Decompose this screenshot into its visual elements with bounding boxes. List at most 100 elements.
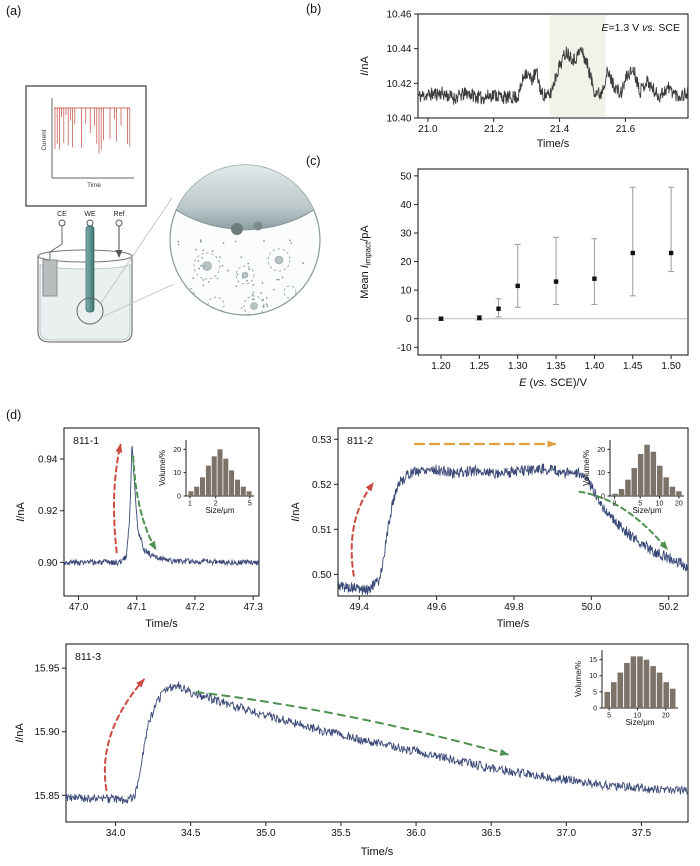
hist-bar xyxy=(194,486,200,496)
y-axis-label: Mean Iimpact/pA xyxy=(359,225,373,299)
plot-frame xyxy=(63,427,260,597)
x-tick-label: 10 xyxy=(656,501,664,508)
panel-label-b: (b) xyxy=(306,2,322,16)
trend-arrow xyxy=(132,455,157,551)
x-tick-label: 34.0 xyxy=(106,828,126,839)
x-tick-label: 47.0 xyxy=(69,602,89,613)
highlight-band xyxy=(549,15,606,117)
y-tick-label: 0.53 xyxy=(312,435,332,446)
x-tick-label: 1 xyxy=(188,501,192,508)
y-tick-label: 15.95 xyxy=(34,664,59,675)
droplet xyxy=(241,271,249,279)
x-tick-label: 49.8 xyxy=(504,602,524,613)
x-tick-label: 47.2 xyxy=(185,602,205,613)
x-tick-label: 10 xyxy=(634,713,642,720)
counter-electrode xyxy=(42,259,58,297)
panel-d-subplot-811-1: 47.0 47.1 47.2 47.3 0.90 0.92 0.94 Time/s I/nA 81… xyxy=(14,416,266,634)
y-tick-label: 10 xyxy=(400,286,412,297)
panel-c-mean-impact: 1.20 1.25 1.30 1.35 1.40 1.45 1.50 -10 0 10 20 30 40… xyxy=(352,155,698,403)
x-axis-label: Time/s xyxy=(361,846,394,858)
x-tick-label: 2 xyxy=(613,501,617,508)
x-tick-label: 37.0 xyxy=(557,828,577,839)
y-tick-label: 20 xyxy=(173,447,181,454)
mean-impact-point xyxy=(630,250,635,256)
hist-bar xyxy=(663,682,669,708)
subplot-label: 811-1 xyxy=(73,435,99,447)
current-spike-trace xyxy=(54,107,131,154)
hist-bar xyxy=(630,656,637,708)
terminal-ce xyxy=(58,219,66,227)
hist-bar xyxy=(217,449,223,496)
panel-d-subplot-811-2: 49.4 49.6 49.8 50.0 50.2 0.50 0.51 0.52 0.53 Time… xyxy=(288,416,698,634)
subplot-label: 811-2 xyxy=(347,435,373,447)
plot-frame xyxy=(65,643,689,823)
y-tick-label: 5 xyxy=(593,689,597,696)
signal-trace xyxy=(65,681,689,804)
droplet xyxy=(202,261,212,271)
y-tick-label: 40 xyxy=(400,200,412,211)
hist-bar xyxy=(229,470,235,496)
beaker-rim xyxy=(37,249,133,263)
chart-d3: 34.0 34.5 35.0 35.5 36.0 36.5 37.0 37.5 15.85 15.… xyxy=(14,643,689,858)
y-axis-label: I/nA xyxy=(359,56,371,76)
x-tick-label: 5 xyxy=(607,713,611,720)
x-tick-label: 47.1 xyxy=(127,602,147,613)
y-tick-label: 15.85 xyxy=(34,791,59,802)
signal-trace xyxy=(417,46,689,105)
x-tick-label: 21.0 xyxy=(418,124,438,135)
y-axis-label: Volume/% xyxy=(582,450,591,486)
y-tick-label: 10.40 xyxy=(386,114,411,125)
chart-b: 21.0 21.2 21.4 21.6 10.40 10.42 10.44 10.46 Time… xyxy=(359,10,689,150)
droplet xyxy=(274,255,284,265)
hist-bar xyxy=(625,479,631,496)
terminal-label-ce: CE xyxy=(57,211,67,218)
y-axis-label: I/nA xyxy=(14,723,26,743)
x-axis-label: Time/s xyxy=(145,618,178,630)
x-tick-label: 21.2 xyxy=(484,124,504,135)
y-axis-label: I/nA xyxy=(290,502,302,522)
x-tick-label: 34.5 xyxy=(181,828,201,839)
y-tick-label: 20 xyxy=(597,447,605,454)
hist-bar xyxy=(618,489,625,496)
y-axis-label: I/nA xyxy=(15,502,27,522)
droplet-outline xyxy=(267,248,291,272)
y-tick-label: 15.90 xyxy=(34,727,59,738)
mean-impact-point xyxy=(496,306,501,311)
hist-bar xyxy=(205,465,211,496)
y-tick-label: 0.90 xyxy=(38,558,58,569)
panel-d-subplot-811-3: 34.0 34.5 35.0 35.5 36.0 36.5 37.0 37.5 15.85 15.… xyxy=(14,636,698,864)
adsorbed-droplet xyxy=(253,221,263,231)
hist-bar xyxy=(188,491,194,496)
y-tick-label: 10.42 xyxy=(386,79,411,90)
hist-bar xyxy=(624,662,630,708)
chart-d2: 49.4 49.6 49.8 50.0 50.2 0.50 0.51 0.52 0.53 Time… xyxy=(290,427,689,630)
hist-bar xyxy=(637,656,643,708)
potentiostat-box xyxy=(25,85,147,207)
x-tick-label: 1.40 xyxy=(585,361,605,372)
x-tick-label: 1.45 xyxy=(623,361,643,372)
droplet-outline xyxy=(235,265,255,285)
y-tick-label: 10.44 xyxy=(386,44,411,55)
y-tick-label: 0.52 xyxy=(312,480,332,491)
y-tick-label: 0 xyxy=(406,314,412,325)
hist-bar xyxy=(223,458,229,496)
y-tick-label: 10.46 xyxy=(386,10,411,21)
x-tick-label: 5 xyxy=(248,501,252,508)
chart-d1: 47.0 47.1 47.2 47.3 0.90 0.92 0.94 Time/s I/nA 81… xyxy=(15,427,263,630)
x-tick-label: 35.5 xyxy=(331,828,351,839)
y-tick-label: 15 xyxy=(589,657,597,664)
trend-arrow xyxy=(578,490,668,551)
x-tick-label: 36.5 xyxy=(481,828,501,839)
hist-bar xyxy=(617,672,624,708)
mean-impact-point xyxy=(553,279,559,284)
x-tick-label: 20 xyxy=(662,713,670,720)
x-tick-label: 1.25 xyxy=(470,361,490,372)
terminal-label-ref: Ref xyxy=(114,211,125,218)
hist-bar xyxy=(604,691,611,708)
hist-bar xyxy=(669,486,676,496)
hist-bar xyxy=(676,491,682,496)
trend-arrow xyxy=(350,482,374,577)
panel-label-c: (c) xyxy=(306,154,321,168)
signal-trace xyxy=(63,446,260,567)
